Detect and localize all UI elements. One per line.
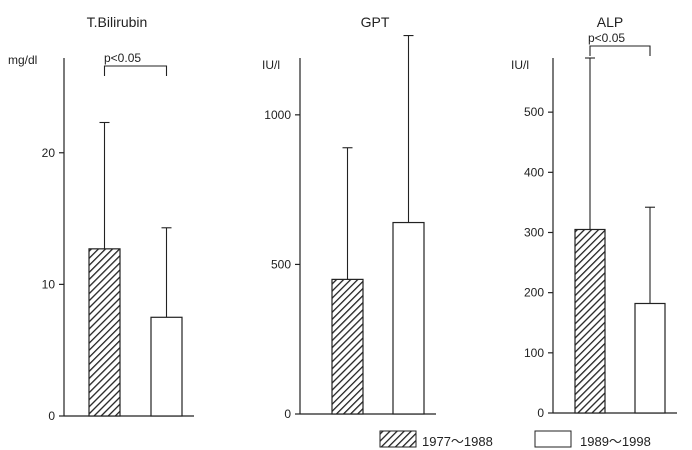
y-axis-unit: IU/l <box>511 58 529 72</box>
y-tick-label: 500 <box>524 105 544 119</box>
y-tick-label: 100 <box>524 346 544 360</box>
legend-swatch-open <box>534 430 572 448</box>
significance-bracket <box>103 65 168 76</box>
legend: 1977～1988 1989～1998 <box>379 430 651 449</box>
chart-alp: ALP IU/l p<0.05 0 100 200 300 400 500 <box>511 14 677 420</box>
y-tick-label: 20 <box>42 146 56 160</box>
legend-label: 1989～1998 <box>580 434 651 449</box>
chart-title: GPT <box>361 14 390 30</box>
y-tick-label: 0 <box>537 406 544 420</box>
chart-t-bilirubin: T.Bilirubin mg/dl p<0.05 0 10 20 <box>8 14 194 423</box>
legend-swatch-hatched <box>379 430 417 448</box>
chart-gpt: GPT IU/l 0 500 1000 <box>262 14 436 421</box>
significance-label: p<0.05 <box>588 31 625 45</box>
y-tick-label: 200 <box>524 286 544 300</box>
y-tick-label: 0 <box>48 409 55 423</box>
legend-label: 1977～1988 <box>422 434 493 449</box>
bar-1977-1988 <box>331 278 364 415</box>
y-tick-label: 500 <box>271 257 291 271</box>
chart-title: T.Bilirubin <box>87 14 148 30</box>
bar-1977-1988 <box>574 228 606 414</box>
bar-1989-1998 <box>634 302 666 414</box>
y-axis-unit: IU/l <box>262 58 280 72</box>
y-tick-label: 400 <box>524 165 544 179</box>
y-axis-unit: mg/dl <box>8 53 37 67</box>
y-tick-label: 300 <box>524 225 544 239</box>
y-tick-label: 1000 <box>264 108 291 122</box>
bar-1989-1998 <box>150 316 183 417</box>
y-tick-label: 10 <box>42 277 56 291</box>
significance-bracket <box>589 45 651 56</box>
chart-title: ALP <box>597 14 623 30</box>
significance-label: p<0.05 <box>104 51 141 65</box>
bar-1977-1988 <box>88 248 121 417</box>
bar-1989-1998 <box>392 221 425 415</box>
y-tick-label: 0 <box>284 407 291 421</box>
